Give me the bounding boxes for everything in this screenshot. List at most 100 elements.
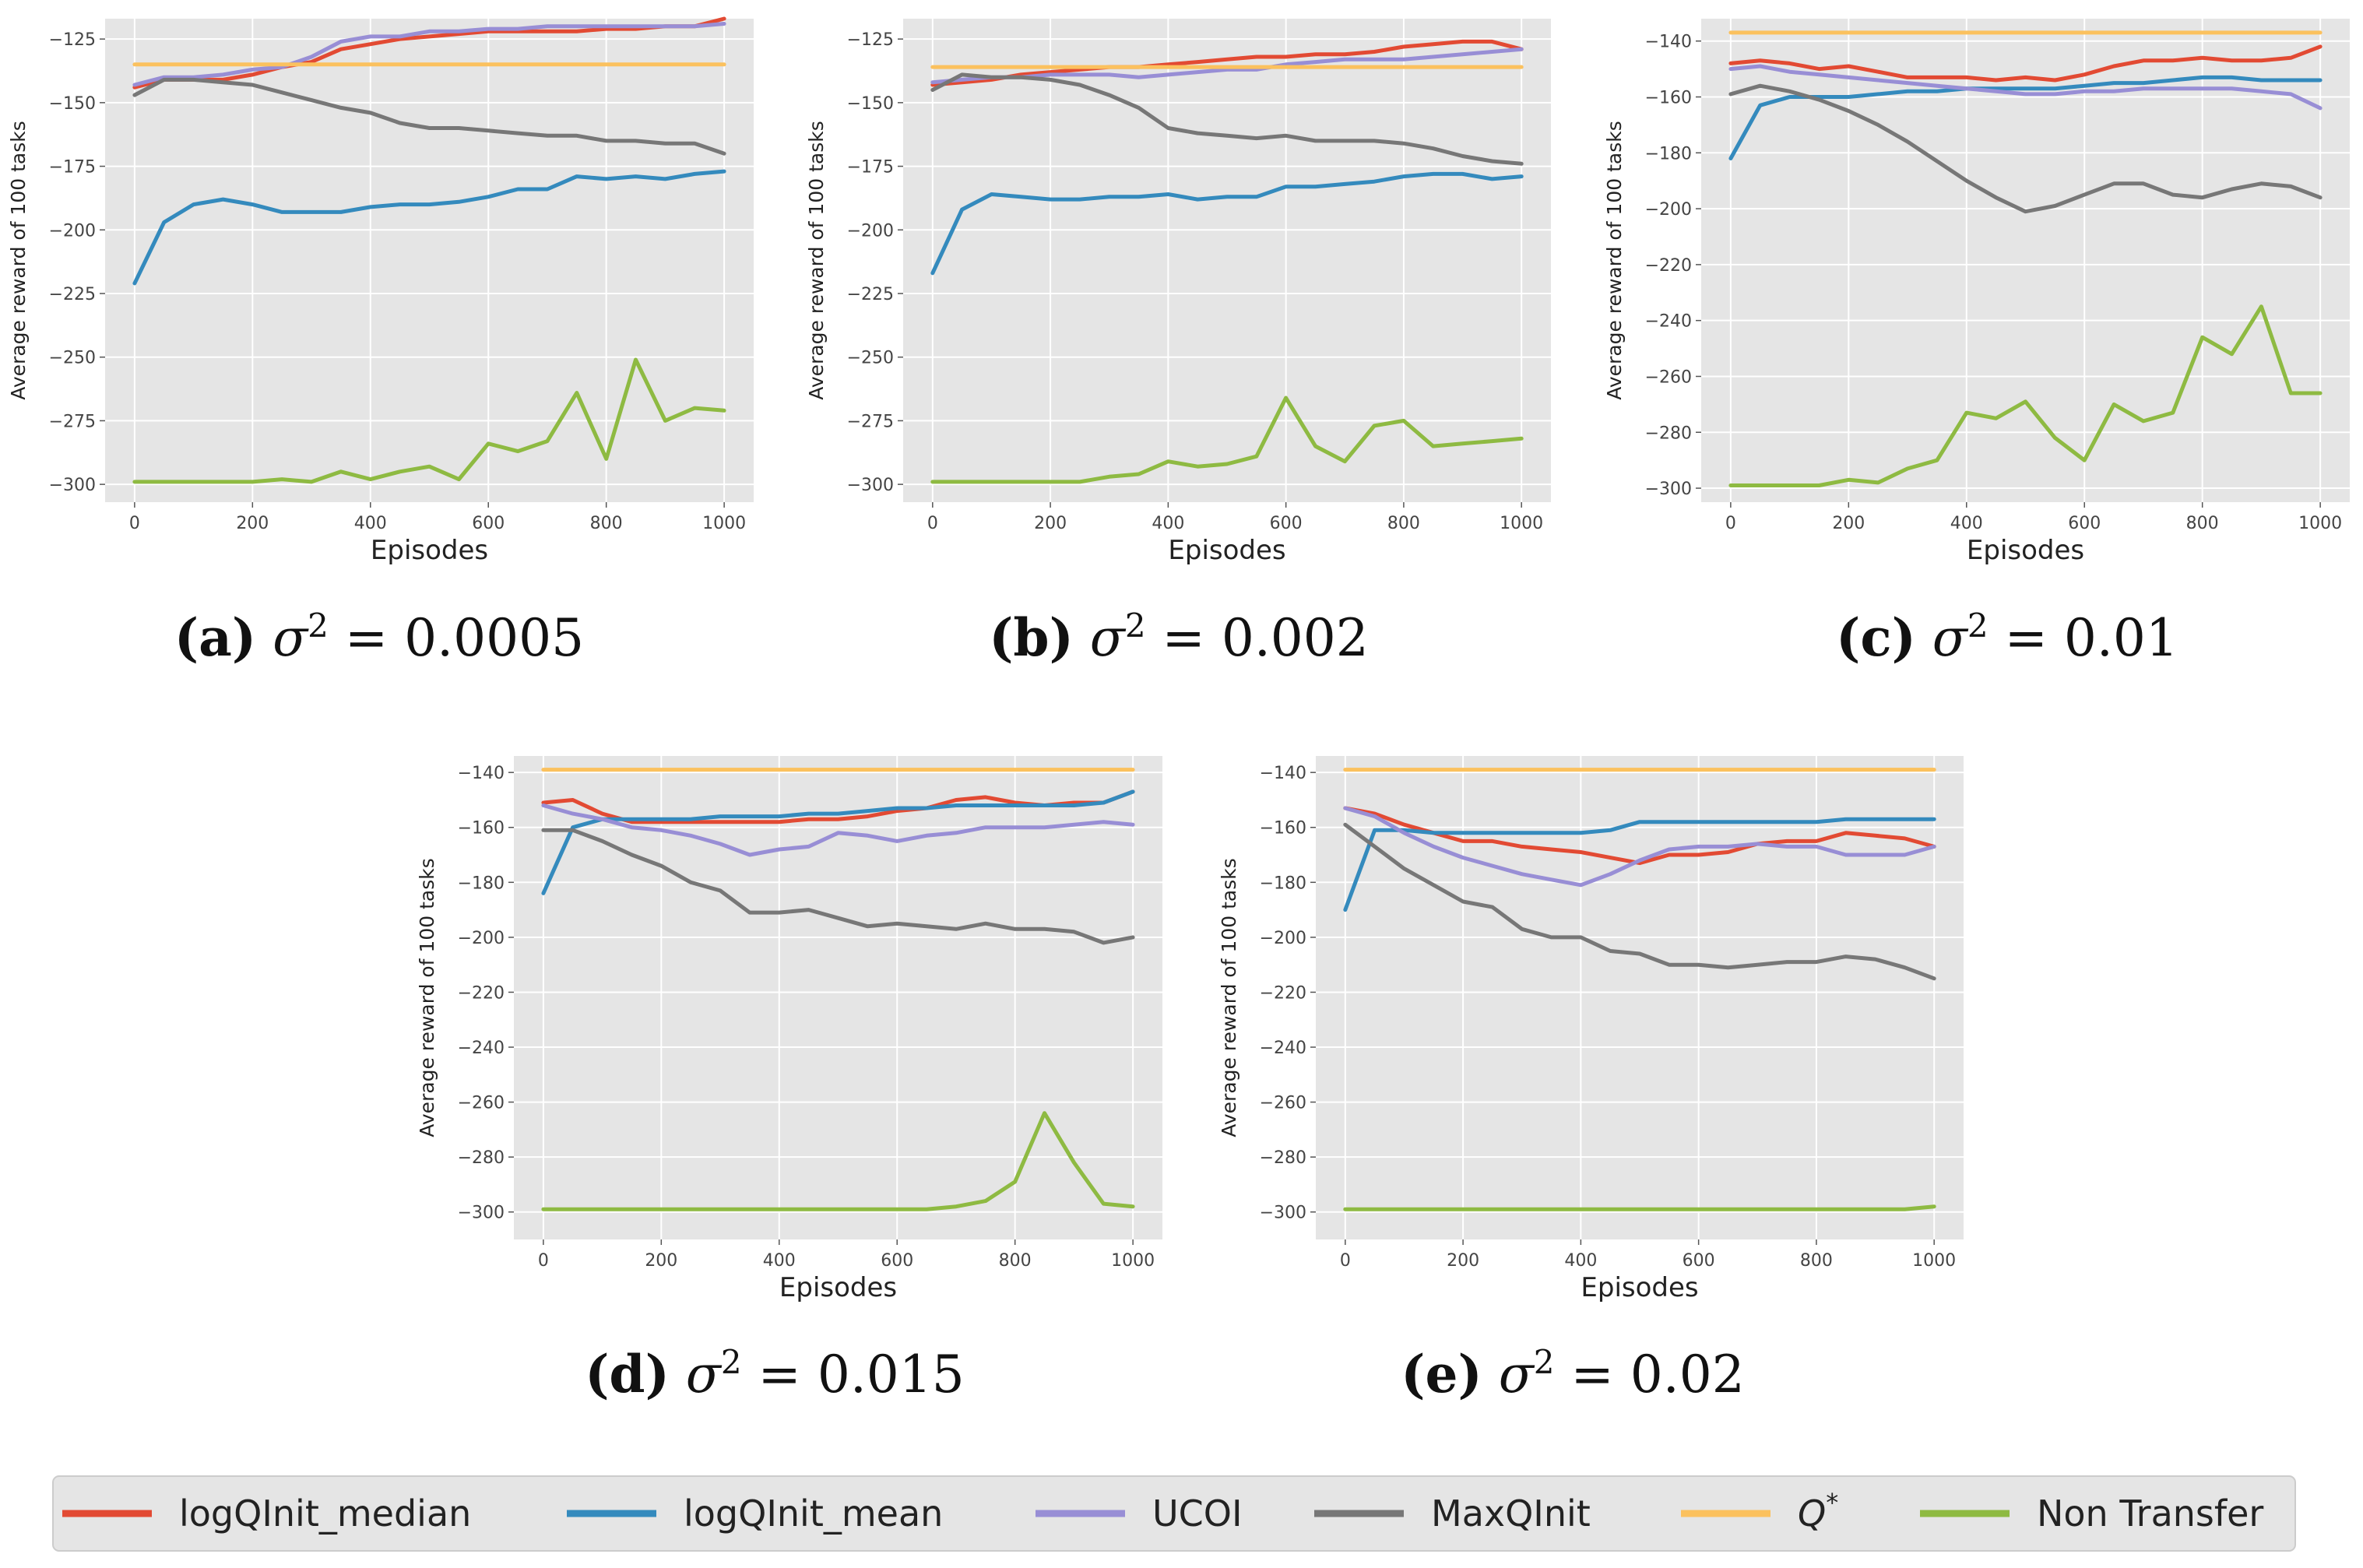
x-tick-label: 600	[881, 1251, 913, 1271]
x-tick-label: 0	[927, 514, 938, 533]
series-line-non-transfer	[1728, 304, 2323, 487]
series-line-maxqinit	[1343, 822, 1936, 981]
y-tick-label: −240	[1645, 312, 1692, 332]
series-line-logqinit-median	[1343, 806, 1936, 866]
y-tick-label: −150	[49, 94, 96, 114]
series-line-logqinit-median	[132, 16, 726, 90]
caption-value: = 0.02	[1555, 1345, 1745, 1405]
x-tick-label: 0	[538, 1251, 549, 1271]
x-tick-label: 800	[2186, 514, 2219, 533]
caption-symbol: σ	[256, 608, 309, 668]
y-axis-label: Average reward of 100 tasks	[7, 121, 30, 400]
subplot-caption: (e) σ2 = 0.02	[1401, 1343, 1744, 1405]
x-axis-label: Episodes	[1967, 535, 2084, 566]
y-tick-label: −250	[49, 349, 96, 368]
y-tick-label: −220	[1260, 983, 1306, 1003]
legend-label: logQInit_median	[179, 1492, 471, 1535]
x-tick-label: 800	[590, 514, 623, 533]
subplot-caption: (c) σ2 = 0.01	[1836, 606, 2178, 669]
subplot-d: 0 200 400 600 800 1000 −300 −280 −260 −240 −220 −20…	[416, 756, 1162, 1405]
y-tick-label: −220	[1645, 256, 1692, 276]
y-tick-label: −180	[1260, 874, 1306, 893]
x-tick-label: 400	[354, 514, 387, 533]
series-line-ucoi	[1728, 64, 2323, 111]
x-tick-label: 200	[1034, 514, 1067, 533]
x-tick-label: 800	[1800, 1251, 1833, 1271]
x-tick-label: 1000	[2298, 514, 2342, 533]
y-tick-label: −160	[1260, 819, 1306, 838]
x-tick-label: 200	[1447, 1251, 1479, 1271]
y-tick-label: −200	[1645, 200, 1692, 220]
caption-superscript: 2	[308, 606, 329, 645]
x-tick-label: 400	[1950, 514, 1983, 533]
caption-value: = 0.015	[742, 1345, 965, 1405]
y-tick-label: −225	[847, 285, 894, 304]
y-tick-label: −125	[49, 30, 96, 50]
series-line-ucoi	[132, 22, 726, 87]
legend-label: MaxQInit	[1431, 1492, 1591, 1535]
y-tick-label: −275	[49, 412, 96, 431]
y-tick-label: −260	[1260, 1094, 1306, 1113]
series-line-maxqinit	[541, 828, 1135, 945]
y-tick-label: −200	[49, 221, 96, 241]
legend-label: logQInit_mean	[684, 1492, 943, 1535]
subplot-caption: (a) σ2 = 0.0005	[174, 606, 584, 669]
caption-symbol: σ	[670, 1345, 723, 1405]
x-tick-label: 600	[1683, 1251, 1715, 1271]
y-tick-label: −140	[1260, 764, 1306, 783]
caption-letter: (a)	[174, 607, 256, 668]
y-axis-label: Average reward of 100 tasks	[416, 858, 438, 1137]
x-axis-label: Episodes	[371, 535, 488, 566]
series-line-non-transfer	[132, 357, 726, 484]
caption-superscript: 2	[1125, 606, 1146, 645]
legend-label-main: Q	[1798, 1492, 1826, 1535]
y-axis-label: Average reward of 100 tasks	[1218, 858, 1240, 1137]
y-tick-label: −260	[1645, 367, 1692, 387]
y-tick-label: −300	[1260, 1204, 1306, 1223]
x-axis-label: Episodes	[779, 1272, 897, 1303]
y-tick-label: −280	[458, 1148, 505, 1168]
y-tick-label: −250	[847, 349, 894, 368]
caption-value: = 0.0005	[329, 608, 584, 668]
y-tick-label: −280	[1645, 424, 1692, 443]
plot-area	[903, 19, 1551, 502]
x-tick-label: 1000	[1111, 1251, 1155, 1271]
x-axis-label: Episodes	[1581, 1272, 1698, 1303]
plot-area	[1316, 756, 1964, 1239]
series-line-logqinit-mean	[930, 171, 1524, 276]
caption-symbol: σ	[1482, 1345, 1535, 1405]
x-tick-label: 800	[1387, 514, 1420, 533]
plot-area	[105, 19, 754, 502]
y-tick-label: −150	[847, 94, 894, 114]
y-axis-label: Average reward of 100 tasks	[1603, 121, 1626, 400]
subplot-c: 0 200 400 600 800 1000 −300 −280 −260 −240 −220 −20…	[1603, 19, 2350, 668]
x-tick-label: 200	[1832, 514, 1865, 533]
legend-box	[52, 1475, 2296, 1552]
y-tick-label: −175	[49, 158, 96, 178]
series-line-logqinit-mean	[1728, 75, 2323, 160]
y-tick-label: −160	[1645, 89, 1692, 108]
y-tick-label: −240	[458, 1039, 505, 1058]
y-tick-label: −200	[1260, 929, 1306, 948]
series-line-non-transfer	[541, 1111, 1135, 1211]
x-tick-label: 1000	[702, 514, 746, 533]
y-tick-label: −260	[458, 1094, 505, 1113]
x-tick-label: 400	[1564, 1251, 1597, 1271]
caption-letter: (e)	[1401, 1344, 1482, 1405]
x-tick-label: 400	[1152, 514, 1184, 533]
caption-letter: (b)	[989, 607, 1074, 668]
series-line-logqinit-mean	[1343, 817, 1936, 912]
x-tick-label: 0	[129, 514, 140, 533]
y-tick-label: −300	[458, 1204, 505, 1223]
series-line-maxqinit	[930, 72, 1524, 166]
series-line-logqinit-mean	[132, 169, 726, 286]
y-tick-label: −300	[847, 476, 894, 495]
plot-area	[1701, 19, 2350, 502]
y-tick-label: −275	[847, 412, 894, 431]
subplot-b: 0 200 400 600 800 1000 −300 −275 −250 −225 −200 −17…	[805, 19, 1551, 668]
series-line-logqinit-median	[930, 39, 1524, 87]
y-tick-label: −300	[49, 476, 96, 495]
x-tick-label: 1000	[1912, 1251, 1956, 1271]
x-tick-label: 800	[999, 1251, 1032, 1271]
